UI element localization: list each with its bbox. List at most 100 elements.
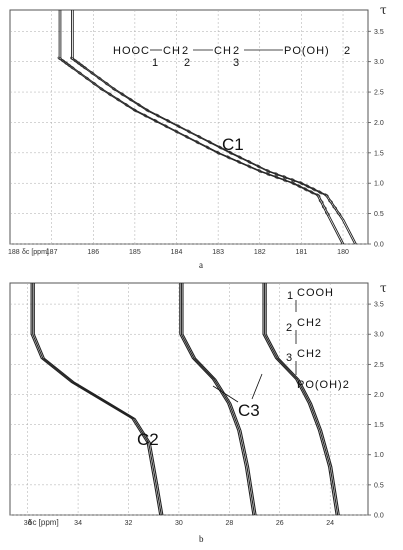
series-2-contour-mark [265,169,271,174]
series-1-contour-mark [296,184,302,189]
formula-a-pooh: PO(OH) [284,45,330,57]
series-2-contour-mark [155,113,161,118]
series-1-contour-mark [60,58,66,63]
x-tick-label: 26 [276,520,284,527]
x-tick-label: 183 [212,249,224,256]
series-1-contour-mark [174,129,179,134]
series-1-line [58,10,343,245]
series-1-contour-mark [163,124,169,129]
y-tick-label: 0.0 [374,513,384,520]
series-1-contour-mark [63,61,69,66]
series-3-line [264,283,339,516]
series-2-contour-mark [207,140,213,145]
series-2-contour-mark [79,63,85,68]
series-1-contour-mark [321,205,327,210]
series-2-contour-mark [328,199,333,204]
formula-a-ch-2: CH [214,45,232,57]
formula-b-carbon-3: 3 [286,352,292,364]
panel-b-frame [9,282,369,516]
x-tick-label: 184 [171,249,183,256]
panel-b-x-ticks: 34 32 30 28 26 24 36 [24,520,334,527]
series-2-contour-mark [97,76,102,81]
series-2-contour-mark [217,145,223,150]
series-1-contour-mark [290,181,296,186]
y-tick-label: 3.0 [374,332,384,339]
series-1-contour-mark [303,187,308,192]
series-1-contour-mark [57,56,63,61]
y-tick-label: 0.0 [374,242,384,249]
formula-a-carbon-1: 1 [152,57,158,69]
series-2-line [71,10,356,245]
panel-a-chart: 187 186 185 184 183 182 181 180 0.0 0.5 1.0 1.5 2.0… [8,3,387,270]
panel-a-gridlines [10,10,368,245]
series-1-contour-mark [282,178,288,183]
series-2-contour-mark [120,92,125,97]
series-2-contour-mark [82,65,88,70]
annotation-c3-pointer-left [212,385,239,403]
series-1-contour-mark [107,92,113,97]
series-1-line [33,283,164,516]
x-tick-label: 32 [125,520,133,527]
panel-a-x-ticks: 187 186 185 184 183 182 181 180 [46,249,349,256]
panel-b-y-axis-label: τ [380,281,387,295]
series-2-contour-mark [197,134,202,139]
series-1-contour-mark [84,76,90,81]
panel-a-x-corner-label: 188 [8,249,20,256]
series-1-contour-mark [318,199,324,204]
formula-a-carbon-2: 2 [184,57,190,69]
panel-b-structure-formula: COOH CH2 CH2 PO(OH)2 1 2 3 [286,287,350,391]
series-2-line [180,283,256,516]
series-1-contour-mark [325,211,330,216]
series-1-contour-mark [115,97,121,102]
formula-b-carbon-1: 1 [287,290,293,302]
formula-b-ch2-a: CH2 [297,317,322,329]
series-1-contour-mark [315,193,321,198]
series-2-contour-mark [237,155,243,160]
series-2-contour-mark [324,193,329,198]
series-1-contour-mark [309,190,315,195]
series-2-contour-mark [73,58,78,63]
series-1-contour-mark [215,150,221,155]
series-1-contour-mark [265,172,271,177]
panel-a-y-axis-label: τ [380,3,387,17]
series-2-contour-mark [165,118,171,123]
series-2-contour-mark [176,124,181,129]
formula-a-sub-2: 2 [233,45,240,57]
series-1-line [32,283,162,516]
series-1-contour-mark [257,169,263,174]
series-2-contour-mark [136,103,142,107]
y-tick-label: 1.5 [374,422,384,429]
y-tick-label: 2.5 [374,90,384,97]
annotation-c3-pointer-right [251,373,263,400]
formula-a-sub-1: 2 [182,45,189,57]
annotation-c3: C3 [238,401,260,420]
series-1-contour-mark [246,164,252,169]
series-1-line [30,283,161,516]
y-tick-label: 2.5 [374,362,384,369]
series-2-contour-mark [282,175,288,180]
series-2-contour-mark [76,61,82,66]
series-1-contour-mark [132,108,138,113]
series-1-contour-mark [70,65,75,70]
formula-b-pooh: PO(OH)2 [297,379,350,391]
panel-a-frame [9,9,369,245]
series-2-contour-mark [128,97,134,102]
formula-a-carbon-3: 3 [233,57,239,69]
y-tick-label: 1.0 [374,181,384,188]
panel-b-y-ticks: 0.0 0.5 1.0 1.5 2.0 2.5 3.0 3.5 [368,302,384,520]
series-2-contour-mark [305,184,311,189]
series-2-contour-mark [336,211,342,216]
x-tick-label: 36 [24,520,32,527]
y-tick-label: 3.0 [374,59,384,66]
x-tick-label: 182 [254,249,266,256]
series-2-contour-mark [145,108,150,113]
series-1-contour-mark [99,87,104,91]
series-2-contour-mark [290,178,296,183]
y-tick-label: 1.5 [374,150,384,157]
series-2-contour-mark [256,164,262,169]
series-2-contour-mark [311,187,317,192]
panel-a-x-axis-label: δc [ppm] [22,249,49,256]
series-1-contour-mark [194,140,200,145]
